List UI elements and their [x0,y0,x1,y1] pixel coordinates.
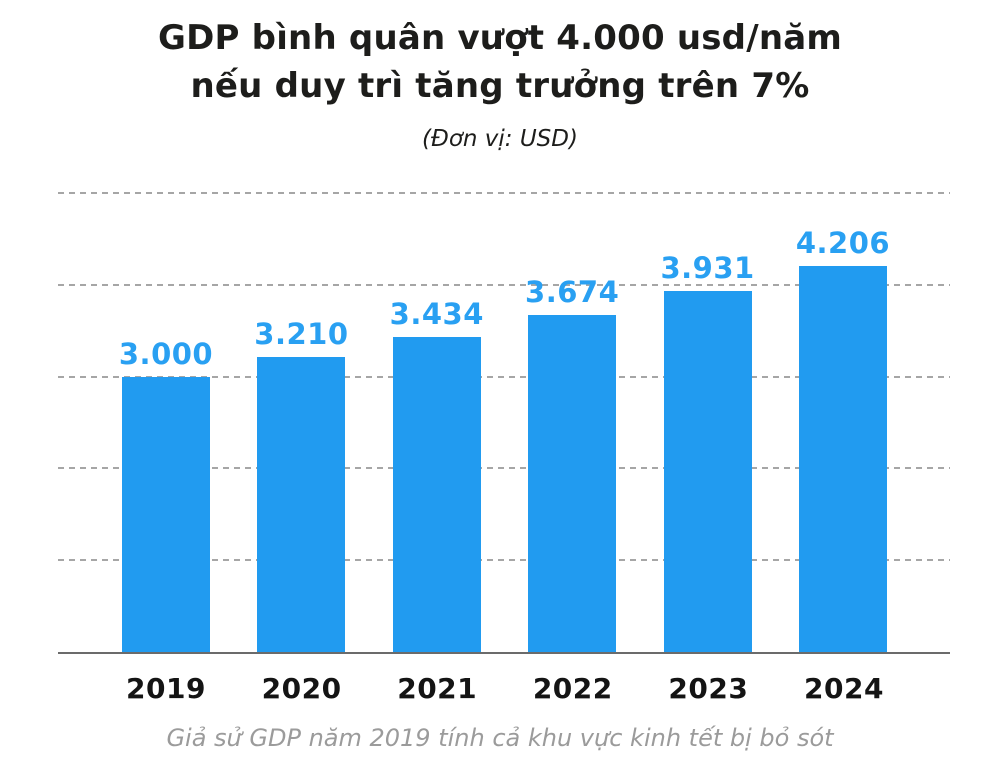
chart-unit-subtitle: (Đơn vị: USD) [422,126,578,152]
footnote: Giả sử GDP năm 2019 tính cả khu vực kinh… [166,724,834,752]
x-axis-label-2024: 2024 [804,672,884,705]
bar-2022: 3.674 [525,275,619,652]
bar-2020: 3.210 [254,317,348,652]
bar-value-label-2024: 4.206 [795,225,891,260]
gridlines [58,192,950,652]
x-axis-label-2023: 2023 [668,672,749,705]
x-axis-label-2020: 2020 [261,672,342,705]
x-axis-labels: 2019 2020 2021 2022 2023 2024 [122,672,888,705]
gridline-2000 [58,467,950,470]
bar-value-label-2019: 3.000 [118,336,214,371]
bar-value-label-2023: 3.931 [660,251,755,286]
plot-area: 3.000 3.210 3.434 3.674 3.931 4.206 [58,192,950,654]
bar-2019: 3.000 [119,337,213,652]
x-axis-label-2022: 2022 [532,672,613,705]
gridline-5000 [58,192,950,194]
bar-value-label-2021: 3.434 [389,296,484,331]
chart-title: GDP bình quân vượt 4.000 usd/năm nếu duy… [157,18,843,107]
bar-2021: 3.434 [390,297,483,652]
gridline-1000 [58,559,950,562]
x-axis-label-2021: 2021 [397,672,478,705]
bar-value-label-2022: 3.674 [525,274,620,309]
bar-value-label-2020: 3.210 [254,317,349,352]
bar-2024: 4.206 [796,226,890,652]
bar-2023: 3.931 [660,251,754,652]
x-axis-label-2019: 2019 [126,672,206,705]
gridline-3000 [58,375,950,378]
gridline-4000 [58,283,950,286]
bars: 3.000 3.210 3.434 3.674 3.931 4.206 [119,193,890,652]
